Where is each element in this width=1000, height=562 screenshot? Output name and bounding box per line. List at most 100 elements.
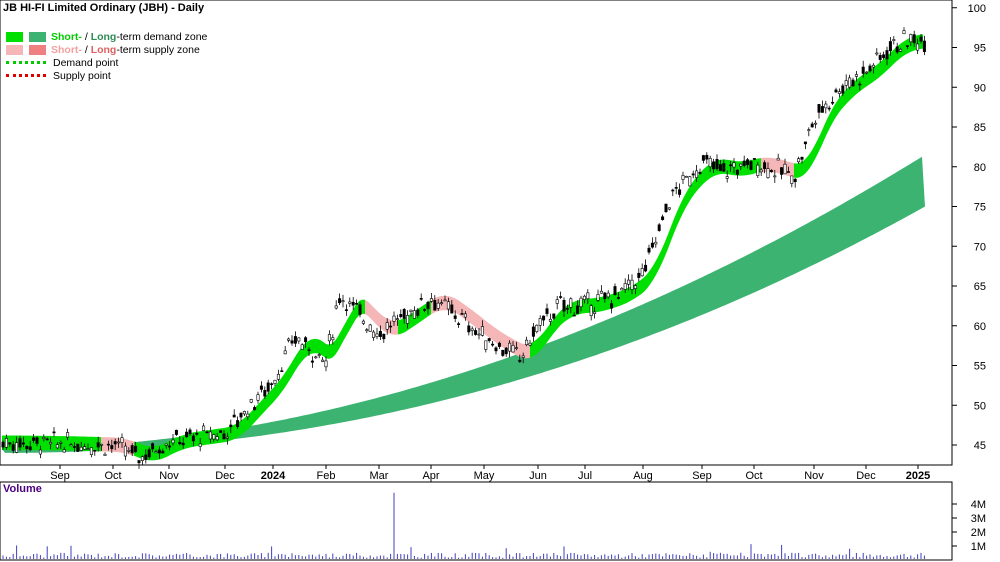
- short-term-demand-zone: [530, 308, 563, 358]
- candle-body: [627, 279, 631, 285]
- candle-body: [630, 279, 634, 290]
- candle-body: [266, 382, 270, 392]
- candle-body: [790, 175, 794, 184]
- candle-body: [644, 264, 648, 272]
- candle-body: [372, 331, 376, 338]
- candle-body: [603, 292, 607, 300]
- candle-body: [786, 171, 790, 173]
- candle-body: [83, 446, 87, 450]
- x-tick-label: Nov: [804, 470, 824, 482]
- y-axis: 45 50 55 60 65 70 75 80 85 90 95 100: [952, 3, 986, 452]
- candle-body: [718, 164, 722, 172]
- candle-body: [531, 326, 535, 337]
- demand-point-swatch: [6, 61, 46, 64]
- candle-body: [803, 141, 807, 145]
- candle-body: [684, 175, 688, 178]
- x-tick-label: Apr: [422, 470, 439, 482]
- candle-body: [766, 168, 770, 179]
- legend-supply-sep: /: [81, 43, 91, 56]
- legend-demand-point-label: Demand point: [53, 56, 119, 69]
- candle-body: [678, 189, 682, 195]
- candle-body: [96, 442, 100, 448]
- y-tick-label: 70: [974, 241, 986, 253]
- candle-body: [4, 438, 8, 448]
- candle-body: [76, 443, 80, 452]
- candle-body: [807, 129, 811, 131]
- candle-body: [324, 360, 328, 368]
- candle-body: [1, 441, 5, 448]
- candle-body: [423, 309, 427, 311]
- candle-body: [749, 161, 753, 170]
- candle-body: [810, 123, 814, 128]
- candle-body: [732, 162, 736, 168]
- candle-body: [416, 309, 420, 316]
- candle-body: [477, 333, 481, 336]
- short-term-demand-zone: [629, 248, 662, 302]
- candle-body: [470, 328, 474, 331]
- candle-body: [242, 411, 246, 415]
- candle-body: [593, 311, 597, 314]
- candle-body: [409, 309, 413, 312]
- candle-body: [45, 438, 49, 441]
- candle-body: [317, 354, 321, 356]
- candle-body: [851, 79, 855, 87]
- candle-body: [841, 85, 845, 94]
- candle-body: [283, 350, 287, 355]
- candle-body: [899, 49, 903, 52]
- candle-body: [759, 169, 763, 173]
- candle-body: [127, 450, 131, 452]
- candle-body: [429, 298, 433, 302]
- candle-body: [15, 442, 19, 453]
- candle-body: [134, 445, 138, 453]
- candle-body: [868, 65, 872, 72]
- candle-body: [382, 333, 386, 340]
- volume-y-tick-label: 2M: [971, 527, 986, 539]
- candle-body: [106, 443, 110, 446]
- candle-body: [93, 449, 97, 452]
- candle-body: [256, 394, 260, 401]
- candle-body: [79, 446, 83, 451]
- candle-body: [348, 301, 352, 304]
- candle-body: [610, 303, 614, 309]
- y-tick-label: 100: [968, 3, 986, 15]
- candle-body: [501, 349, 505, 356]
- short-term-demand-zone: [332, 299, 365, 358]
- candle-body: [28, 446, 32, 451]
- candle-body: [103, 453, 107, 456]
- candle-body: [321, 359, 325, 362]
- candle-body: [191, 435, 195, 442]
- candle-body: [735, 169, 739, 175]
- candle-body: [739, 163, 743, 167]
- candle-body: [198, 443, 202, 447]
- candle-body: [195, 432, 199, 435]
- candle-body: [232, 414, 236, 418]
- short-demand-swatch: [6, 31, 23, 42]
- candle-body: [18, 438, 22, 448]
- candle-body: [341, 300, 345, 303]
- candle-body: [912, 34, 916, 44]
- candle-body: [202, 425, 206, 431]
- candle-body: [344, 309, 348, 311]
- candle-body: [385, 322, 389, 330]
- candle-body: [205, 431, 209, 434]
- x-tick-label: Jun: [529, 470, 547, 482]
- candle-body: [589, 305, 593, 316]
- candle-body: [178, 441, 182, 445]
- candle-body: [219, 430, 223, 433]
- candle-body: [848, 77, 852, 88]
- x-tick-label: Mar: [370, 470, 389, 482]
- candle-body: [113, 441, 117, 445]
- candle-body: [392, 315, 396, 322]
- candle-body: [334, 305, 338, 309]
- candle-body: [596, 294, 600, 301]
- candle-body: [239, 412, 243, 418]
- candle-body: [443, 299, 447, 302]
- candle-body: [147, 449, 151, 458]
- candle-body: [188, 429, 192, 435]
- candle-body: [62, 449, 66, 453]
- legend-supply-point-label: Supply point: [53, 69, 111, 82]
- candle-body: [555, 299, 559, 304]
- candle-body: [494, 347, 498, 352]
- candle-body: [708, 158, 712, 168]
- candle-body: [280, 370, 284, 372]
